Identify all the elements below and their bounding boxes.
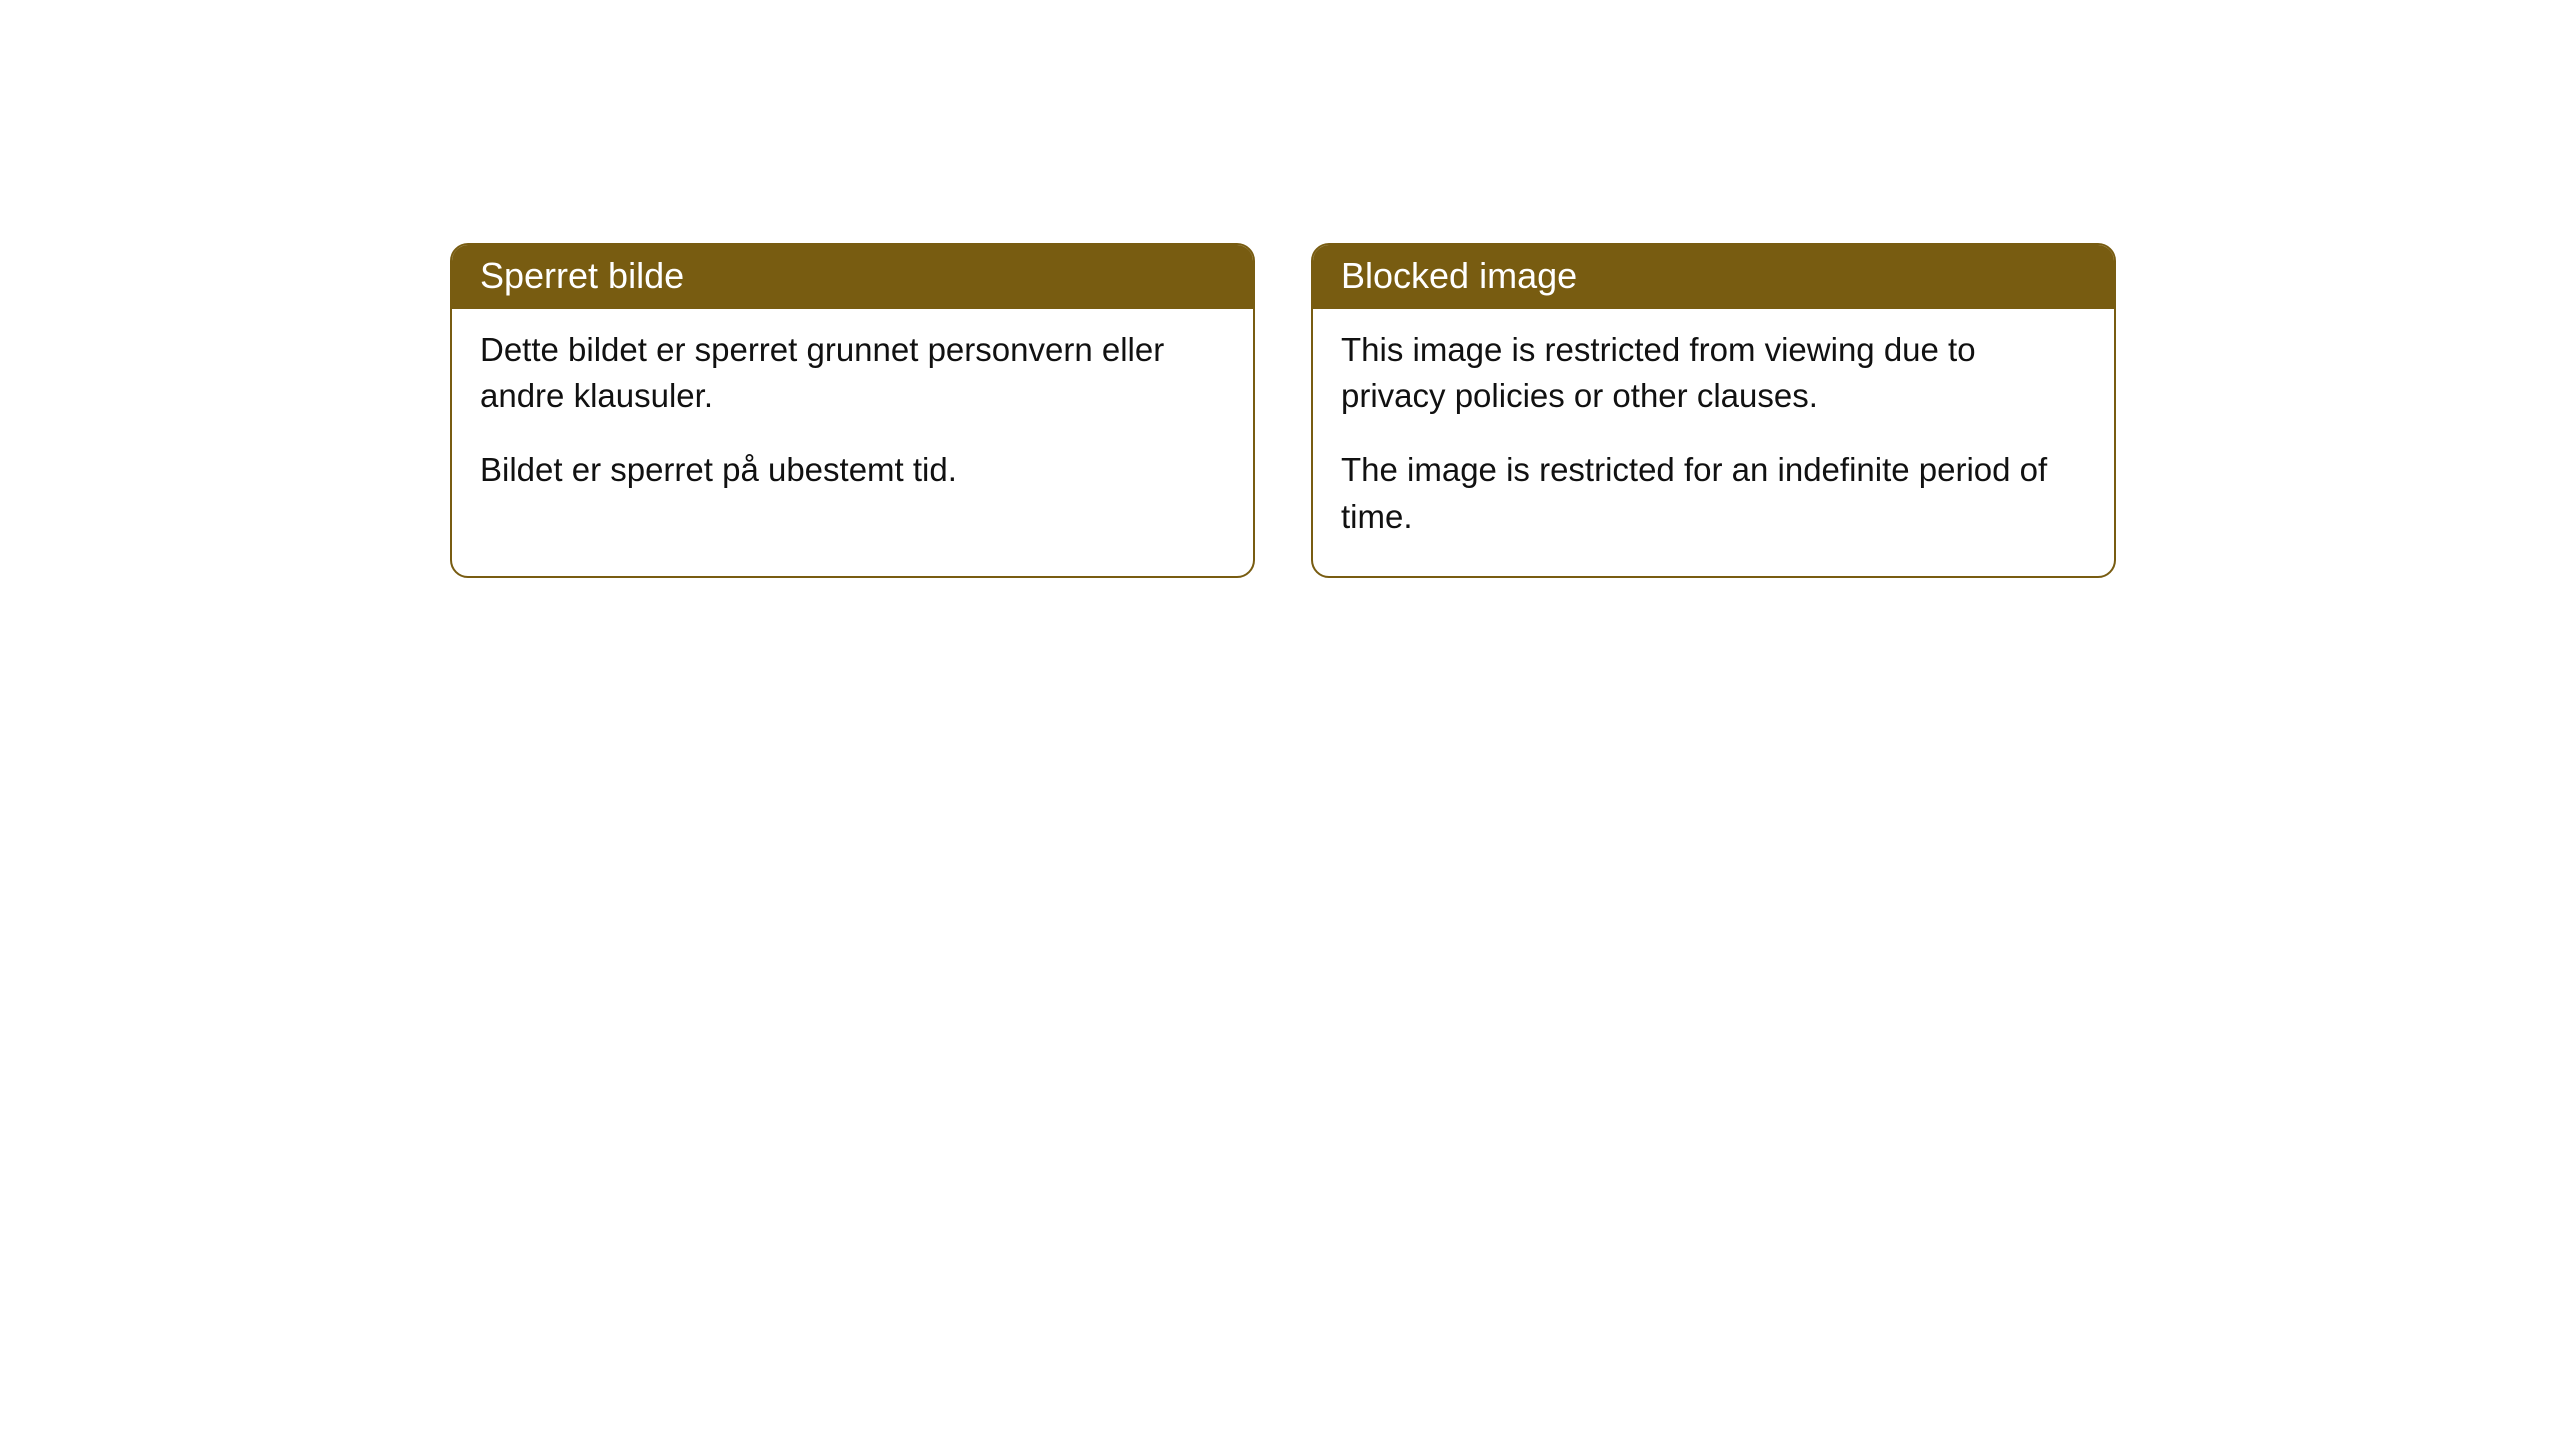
card-paragraph-1-en: This image is restricted from viewing du… [1341,327,2086,419]
card-paragraph-2-no: Bildet er sperret på ubestemt tid. [480,447,1225,493]
card-body-en: This image is restricted from viewing du… [1313,309,2114,576]
card-paragraph-2-en: The image is restricted for an indefinit… [1341,447,2086,539]
blocked-image-card-en: Blocked image This image is restricted f… [1311,243,2116,578]
card-header-en: Blocked image [1313,245,2114,309]
card-header-no: Sperret bilde [452,245,1253,309]
cards-container: Sperret bilde Dette bildet er sperret gr… [450,243,2116,578]
blocked-image-card-no: Sperret bilde Dette bildet er sperret gr… [450,243,1255,578]
card-body-no: Dette bildet er sperret grunnet personve… [452,309,1253,530]
card-paragraph-1-no: Dette bildet er sperret grunnet personve… [480,327,1225,419]
